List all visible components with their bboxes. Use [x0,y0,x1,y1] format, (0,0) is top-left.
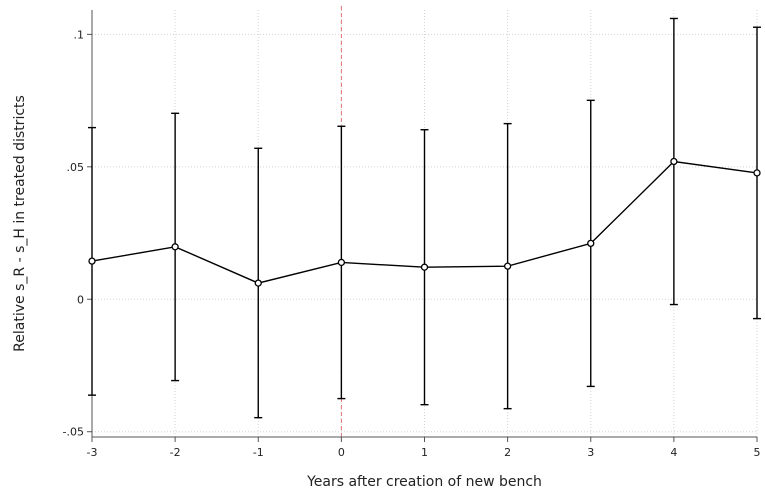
data-point [88,257,96,265]
data-point [503,262,512,270]
x-tick-label: -2 [170,446,181,459]
x-axis-ticks: -3 -2 -1 0 1 2 3 4 5 [87,437,761,459]
x-tick-label: 3 [587,446,594,459]
x-tick-label: 1 [421,446,428,459]
data-point [337,258,346,267]
data-point [254,279,262,287]
y-tick-label: .05 [67,161,85,174]
data-point [171,243,179,251]
data-point [587,239,595,248]
data-point [753,169,761,177]
y-axis-title: Relative s_R - s_H in treated districts [12,95,28,352]
error-bars [88,17,761,419]
y-tick-label: -.05 [63,426,84,439]
x-tick-label: 4 [670,446,677,459]
x-axis-title: Years after creation of new bench [306,474,542,490]
data-point [670,157,678,166]
data-points [88,157,761,287]
data-point [420,263,429,271]
x-tick-label: 5 [754,446,761,459]
x-tick-label: -1 [253,446,264,459]
y-tick-label: 0 [77,293,84,306]
x-tick-label: -3 [87,446,98,459]
y-axis-ticks: .1 .05 0 -.05 [63,28,92,439]
x-tick-label: 0 [338,446,345,459]
y-tick-label: .1 [74,28,85,41]
x-tick-label: 2 [504,446,511,459]
